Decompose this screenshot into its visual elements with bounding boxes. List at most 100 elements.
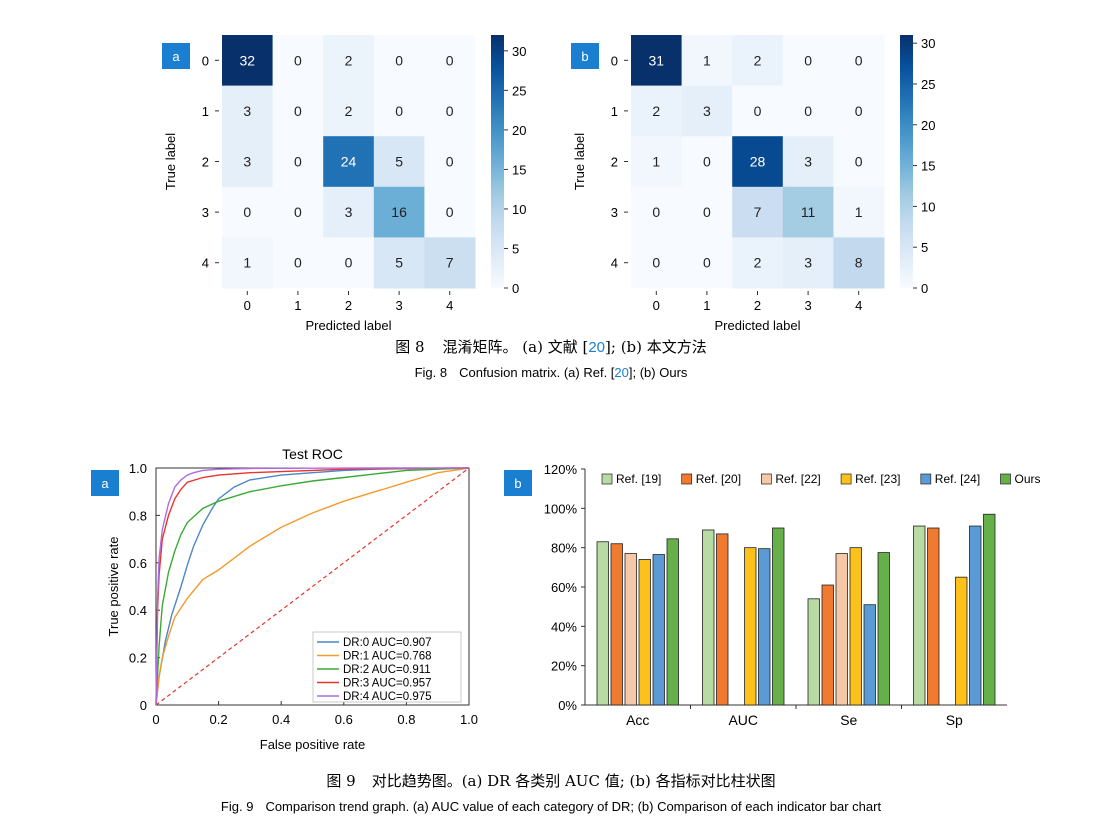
x-tick-label: 0 — [152, 712, 159, 727]
cell-value: 0 — [395, 103, 403, 119]
chance-diagonal — [155, 467, 470, 706]
heatmap-cell — [323, 136, 375, 188]
heatmap-cell — [373, 237, 425, 289]
x-tick-label: 3 — [804, 298, 811, 313]
y-tick-label: 0 — [611, 53, 618, 68]
heatmap-cell — [373, 136, 425, 188]
legend-swatch — [1000, 473, 1011, 485]
bar — [610, 543, 623, 706]
cell-value: 3 — [243, 154, 251, 170]
heatmap-cell — [833, 85, 885, 137]
cell-value: 1 — [855, 204, 863, 220]
heatmap-cell — [631, 136, 683, 188]
cell-value: 1 — [703, 52, 711, 68]
fig8-caption-cn-ref[interactable]: 20 — [588, 339, 605, 356]
heatmap-cell — [222, 186, 274, 238]
y-tick-label: 20% — [551, 659, 577, 674]
cell-value: 5 — [395, 154, 403, 170]
y-tick-label: 1 — [202, 104, 209, 119]
roc-chart: a Test ROC 0 0.2 0.4 0.6 0.8 1.0 0 0.2 0.4 0.6 0.8 1.… — [91, 446, 478, 752]
bar — [596, 541, 609, 706]
panel-label-cm_b-bg — [571, 43, 599, 69]
fig8-caption-cn: 图 8 混淆矩阵。 (a) 文献 [20]; (b) 本文方法 — [395, 338, 707, 356]
heatmap-cell — [424, 85, 476, 137]
y-tick-label: 0.4 — [129, 603, 147, 618]
colorbar-tick-label: 30 — [921, 36, 935, 51]
y-tick-label: 3 — [611, 205, 618, 220]
cell-value: 7 — [754, 204, 762, 220]
fig8-caption-cn-prefix: 图 8 — [395, 338, 424, 356]
cell-value: 0 — [243, 204, 251, 220]
heatmap-cell — [272, 85, 324, 137]
colorbar-tick-label: 5 — [921, 240, 928, 255]
x-tick-label: 0 — [244, 298, 251, 313]
colorbar-tick-label: 0 — [921, 281, 928, 296]
y-axis-label: True label — [163, 133, 178, 190]
cell-value: 0 — [804, 103, 812, 119]
legend-swatch — [761, 473, 772, 485]
bar — [983, 513, 996, 706]
bar — [849, 547, 862, 706]
cell-value: 5 — [395, 255, 403, 271]
heatmap-cell — [424, 136, 476, 188]
y-tick-label: 2 — [611, 155, 618, 170]
heatmap-cell — [272, 186, 324, 238]
legend-label: Ref. [19] — [616, 472, 661, 486]
cell-value: 2 — [754, 52, 762, 68]
cell-value: 0 — [294, 52, 302, 68]
heatmap-cell — [782, 136, 834, 188]
heatmap-cell — [732, 237, 784, 289]
roc-series-line — [155, 467, 469, 706]
x-axis-label: False positive rate — [260, 737, 366, 752]
bar — [666, 538, 679, 706]
y-tick-label: 120% — [544, 462, 578, 477]
heatmap-cell — [833, 237, 885, 289]
legend-swatch — [920, 473, 932, 485]
cell-value: 0 — [446, 204, 454, 220]
heatmap-cell — [782, 35, 834, 87]
x-tick-label: 0.6 — [335, 712, 353, 727]
legend-label: Ours — [1015, 472, 1041, 486]
colorbar-tick-label: 20 — [512, 123, 526, 138]
cell-value: 2 — [345, 52, 353, 68]
y-axis-label: True label — [572, 133, 587, 190]
y-tick-label: 0 — [202, 53, 209, 68]
legend-label: DR:3 AUC=0.957 — [343, 678, 432, 690]
bar-chart: b 0% 20% 40% 60% 80% 100% 120% Acc AUC Se Sp Ref. [1… — [504, 462, 1041, 728]
legend-swatch — [601, 473, 613, 485]
colorbar-tick-label: 10 — [921, 199, 935, 214]
cell-value: 7 — [446, 255, 454, 271]
cell-value: 0 — [294, 154, 302, 170]
colorbar — [900, 35, 913, 288]
legend-label: Ref. [24] — [935, 472, 980, 486]
x-tick-label: 2 — [345, 298, 352, 313]
heatmap-cell — [732, 186, 784, 238]
heatmap-cell — [222, 85, 274, 137]
cell-value: 3 — [243, 103, 251, 119]
cell-value: 3 — [345, 204, 353, 220]
x-tick-label: 4 — [446, 298, 453, 313]
heatmap-cell — [373, 85, 425, 137]
cell-value: 0 — [804, 52, 812, 68]
cell-value: 16 — [391, 204, 407, 220]
heatmap-cell — [782, 85, 834, 137]
x-tick-label: 3 — [395, 298, 402, 313]
bar — [927, 527, 940, 706]
roc-series-line — [155, 467, 470, 706]
colorbar-tick-label: 0 — [512, 281, 519, 296]
heatmap-cell — [782, 186, 834, 238]
heatmap-cell — [222, 237, 274, 289]
heatmap-cell — [272, 136, 324, 188]
bar — [863, 604, 876, 706]
chart-title: Test ROC — [282, 446, 343, 462]
y-tick-label: 4 — [611, 256, 618, 271]
heatmap-cell — [424, 35, 476, 87]
colorbar-tick-label: 5 — [512, 241, 519, 256]
fig8-caption-en-ref[interactable]: 20 — [614, 365, 628, 380]
heatmap-cell — [323, 237, 375, 289]
heatmap-cell — [631, 85, 683, 137]
bar — [877, 552, 890, 706]
cell-value: 0 — [446, 154, 454, 170]
heatmap-cell — [782, 237, 834, 289]
